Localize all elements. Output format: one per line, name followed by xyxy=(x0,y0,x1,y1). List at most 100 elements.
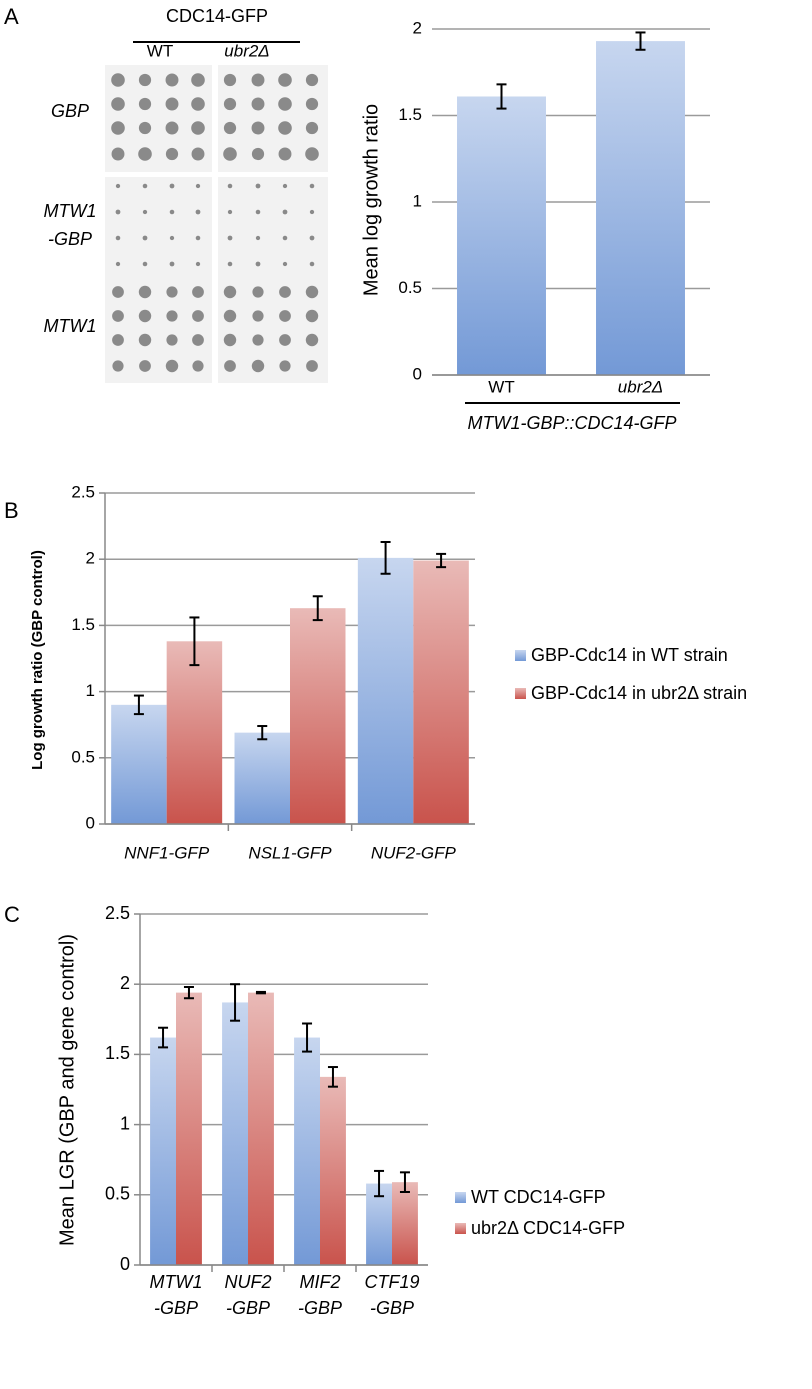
spot-header: CDC14-GFP xyxy=(166,6,268,26)
spots xyxy=(111,73,319,373)
spot xyxy=(166,334,178,346)
spot xyxy=(191,73,205,87)
bar xyxy=(176,992,202,1265)
panel-label: C xyxy=(4,902,20,927)
bar xyxy=(290,608,346,824)
spot xyxy=(138,147,152,161)
spot xyxy=(279,334,291,346)
bar xyxy=(413,560,469,824)
y-tick-label: 0.5 xyxy=(105,1184,130,1204)
error-bar xyxy=(380,540,391,575)
spot xyxy=(165,147,179,161)
error-bar xyxy=(436,552,447,569)
error-bar xyxy=(158,1026,169,1049)
spot xyxy=(195,209,201,215)
error-bar xyxy=(189,616,200,667)
x-tick-label: -GBP xyxy=(154,1298,198,1318)
y-tick-label: 1.5 xyxy=(398,105,422,124)
error-bar xyxy=(399,1171,410,1193)
bar xyxy=(248,992,274,1265)
spot xyxy=(282,235,288,241)
legend-swatch xyxy=(515,688,526,699)
row-label: MTW1 xyxy=(44,316,97,336)
spot xyxy=(252,286,264,298)
spot xyxy=(282,209,288,215)
spot xyxy=(305,121,319,135)
spot xyxy=(169,209,175,215)
y-tick-label: 0 xyxy=(413,364,422,383)
error-bar xyxy=(302,1022,313,1053)
y-tick-label: 1 xyxy=(86,681,95,700)
row-label: MTW1 xyxy=(44,201,97,221)
spot xyxy=(138,333,152,347)
spot xyxy=(169,183,175,189)
spot xyxy=(224,360,236,372)
bar xyxy=(457,96,546,375)
spot xyxy=(255,209,261,215)
spot xyxy=(223,121,237,135)
x-tick-label: NUF2-GFP xyxy=(371,843,457,862)
spot xyxy=(251,147,265,161)
bar xyxy=(320,1076,346,1265)
spot xyxy=(305,333,319,347)
spot xyxy=(251,97,265,111)
spot xyxy=(115,235,121,241)
error-bar xyxy=(312,595,323,622)
spot xyxy=(282,261,288,267)
spot xyxy=(305,285,319,299)
spot xyxy=(305,147,319,161)
spot xyxy=(115,209,121,215)
spot xyxy=(251,73,265,87)
spot xyxy=(309,209,315,215)
spot xyxy=(227,183,233,189)
error-bar xyxy=(327,1066,338,1088)
spot xyxy=(255,261,261,267)
plate-image xyxy=(105,177,212,383)
bar xyxy=(234,732,290,824)
spot xyxy=(191,147,205,161)
spot xyxy=(279,310,291,322)
spot xyxy=(255,183,261,189)
spot xyxy=(142,209,148,215)
spot xyxy=(278,147,292,161)
legend-swatch xyxy=(455,1192,466,1203)
x-tick-label: -GBP xyxy=(298,1298,342,1318)
spot xyxy=(252,310,264,322)
spot xyxy=(169,235,175,241)
column-label: WT xyxy=(147,41,173,60)
y-tick-label: 1 xyxy=(120,1113,130,1133)
y-tick-label: 0.5 xyxy=(398,278,422,297)
x-tick-label: MTW1 xyxy=(150,1272,203,1292)
spot xyxy=(282,183,288,189)
spot xyxy=(165,73,179,87)
spot xyxy=(138,285,152,299)
spot xyxy=(278,121,292,135)
x-tick-label: WT xyxy=(488,377,514,396)
legend-label: ubr2Δ CDC14-GFP xyxy=(471,1218,625,1238)
spot xyxy=(191,121,205,135)
spot xyxy=(223,333,237,347)
spot xyxy=(111,147,125,161)
x-tick-label: -GBP xyxy=(370,1298,414,1318)
spot xyxy=(227,209,233,215)
spot xyxy=(138,309,152,323)
spot xyxy=(165,359,179,373)
x-tick-label: MIF2 xyxy=(299,1272,340,1292)
y-tick-label: 0 xyxy=(86,813,95,832)
y-tick-label: 1.5 xyxy=(71,615,95,634)
panel-label: A xyxy=(4,4,19,29)
spot xyxy=(309,261,315,267)
y-tick-label: 2 xyxy=(86,549,95,568)
spot xyxy=(112,360,124,372)
y-tick-label: 2 xyxy=(120,973,130,993)
spot xyxy=(115,261,121,267)
spot xyxy=(195,183,201,189)
spot xyxy=(112,286,124,298)
spot xyxy=(115,183,121,189)
spot xyxy=(191,97,205,111)
error-bar xyxy=(374,1169,385,1198)
spot xyxy=(111,97,125,111)
error-bar xyxy=(255,990,266,995)
legend-label: GBP-Cdc14 in ubr2Δ strain xyxy=(531,683,747,703)
bar xyxy=(166,641,223,824)
